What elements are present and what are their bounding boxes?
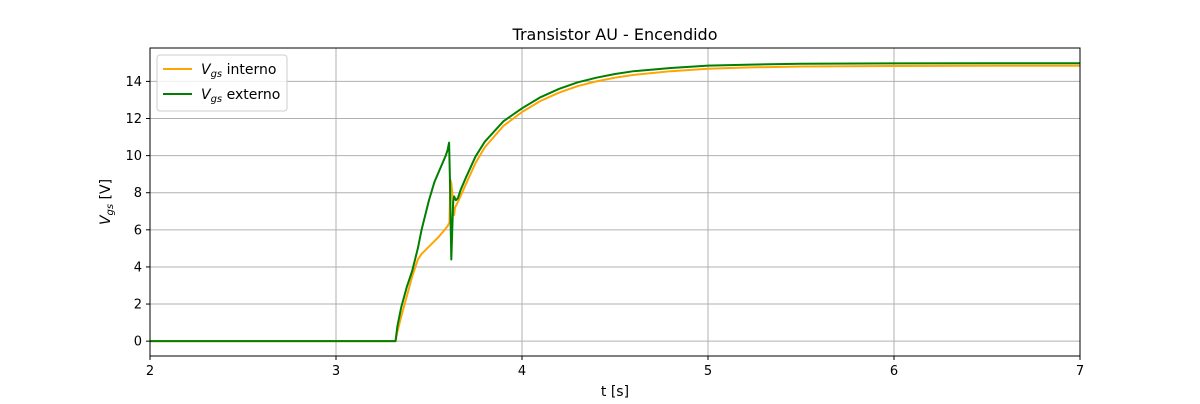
series-line-interno bbox=[150, 64, 1080, 343]
y-axis-label-main: V bbox=[98, 214, 114, 225]
legend-externo-rest: externo bbox=[222, 87, 280, 103]
x-tick-label: 6 bbox=[890, 364, 898, 379]
y-tick-label: 14 bbox=[125, 75, 142, 90]
y-axis-label-unit: [V] bbox=[98, 179, 114, 204]
series-line-externo bbox=[150, 62, 1080, 343]
legend: Vgs interno Vgs externo bbox=[156, 54, 288, 112]
y-tick-label: 6 bbox=[134, 223, 142, 238]
y-axis-ticks: 0 2 4 6 8 10 12 14 bbox=[125, 75, 150, 350]
series-layer bbox=[150, 62, 1080, 343]
x-tick-label: 2 bbox=[146, 364, 154, 379]
plot-frame bbox=[149, 47, 1081, 357]
legend-interno-main: V bbox=[201, 62, 212, 78]
x-axis-label: t [s] bbox=[601, 384, 629, 400]
y-tick-label: 4 bbox=[134, 260, 142, 275]
legend-label-interno: Vgs interno bbox=[201, 62, 276, 80]
x-tick-label: 3 bbox=[332, 364, 340, 379]
gridlines bbox=[149, 48, 1081, 356]
x-tick-label: 4 bbox=[518, 364, 526, 379]
x-tick-label: 5 bbox=[704, 364, 712, 379]
y-tick-label: 0 bbox=[134, 335, 142, 350]
y-tick-label: 12 bbox=[125, 112, 142, 127]
y-tick-label: 8 bbox=[134, 186, 142, 201]
legend-externo-main: V bbox=[201, 87, 212, 103]
legend-interno-rest: interno bbox=[222, 62, 276, 78]
y-axis-label: Vgs [V] bbox=[98, 179, 116, 225]
x-tick-label: 7 bbox=[1076, 364, 1084, 379]
legend-interno-sub: gs bbox=[211, 69, 223, 80]
legend-externo-sub: gs bbox=[211, 94, 223, 105]
y-tick-label: 10 bbox=[125, 149, 142, 164]
legend-label-externo: Vgs externo bbox=[201, 87, 280, 105]
y-tick-label: 2 bbox=[134, 298, 142, 313]
chart-title: Transistor AU - Encendido bbox=[512, 25, 718, 44]
x-axis-ticks: 2 3 4 5 6 7 bbox=[146, 356, 1084, 379]
y-axis-label-sub: gs bbox=[105, 204, 116, 216]
